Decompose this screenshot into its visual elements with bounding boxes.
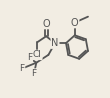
- Text: F: F: [27, 53, 32, 62]
- Text: O: O: [42, 19, 50, 29]
- Text: F: F: [32, 69, 37, 78]
- Text: O: O: [71, 18, 79, 28]
- Text: F: F: [19, 64, 25, 73]
- Text: Cl: Cl: [33, 50, 42, 59]
- Text: N: N: [51, 38, 59, 48]
